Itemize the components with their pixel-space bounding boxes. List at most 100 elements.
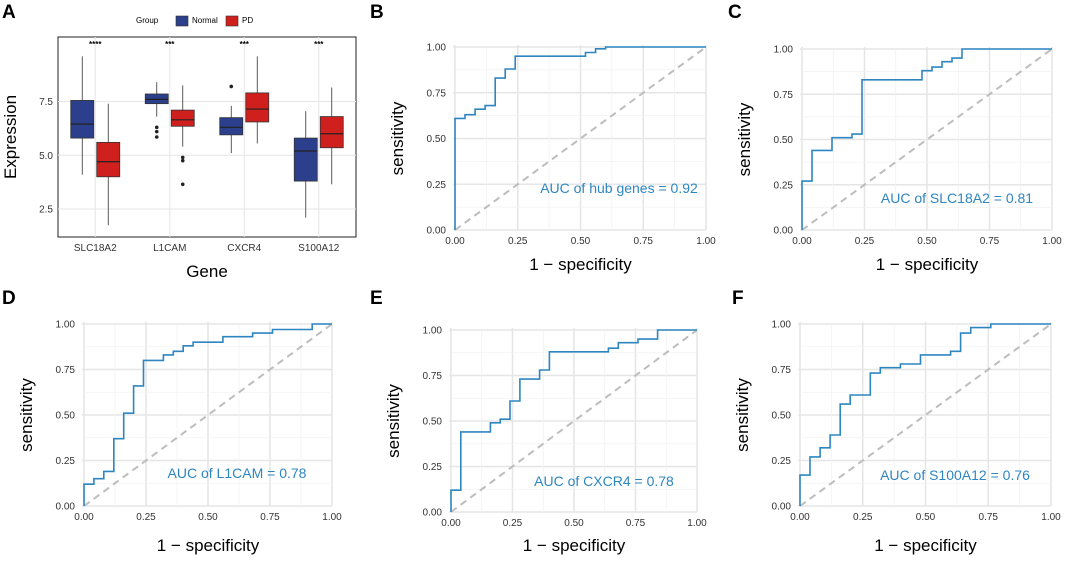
x-tick-label: 0.75 (260, 512, 280, 523)
outlier-point (180, 155, 185, 160)
y-tick-label-a: 7.5 (39, 97, 53, 108)
y-tick-label-a: 5.0 (39, 151, 53, 162)
y-tick-label: 0.75 (774, 90, 794, 101)
x-tick-label: 0.50 (564, 518, 584, 529)
box-pd (319, 116, 344, 149)
y-tick-label: 1.00 (56, 320, 76, 331)
box-normal (219, 117, 244, 136)
diagonal-reference-line (799, 323, 1052, 507)
panel-e-roc: E 0.000.00 0.25 0.25 0.50 0.50 0.75 0.75 1.00 1.0… (370, 288, 707, 555)
y-axis-title: sensitivity (388, 101, 407, 175)
roc-curve (83, 323, 332, 506)
y-tick-label: 0.75 (772, 365, 792, 376)
x-tick-label-a: L1CAM (153, 243, 186, 254)
panel-letter-c: C (728, 2, 742, 23)
x-tick-label-a: SLC18A2 (74, 243, 117, 254)
auc-label: AUC of SLC18A2 = 0.81 (881, 190, 1033, 206)
x-tick-label: 1.00 (322, 512, 342, 523)
y-tick-label: 0.25 (423, 462, 443, 473)
y-tick-label: 0.00 (427, 226, 447, 237)
box-pd (245, 92, 270, 123)
panel-a-boxplot: A Group Normal PD **** *** *** *** 2.55.07.… (1, 2, 357, 281)
x-tick-label: 0.25 (855, 236, 875, 247)
x-tick-label: 0.00 (445, 236, 465, 247)
auc-label: AUC of L1CAM = 0.78 (168, 465, 307, 481)
y-tick-label: 0.25 (772, 456, 792, 467)
x-tick-label: 0.50 (916, 512, 936, 523)
diagonal-reference-line (801, 48, 1053, 231)
y-axis-title: sensitivity (384, 384, 403, 458)
panel-d-roc: D 0.000.00 0.25 0.25 0.50 0.50 0.75 0.75 1.00 1.0… (2, 288, 342, 555)
y-tick-label: 0.50 (427, 134, 447, 145)
roc-curve (799, 323, 1051, 506)
x-tick-label: 0.00 (792, 236, 812, 247)
outlier-point (180, 182, 185, 187)
x-tick-label: 0.00 (790, 512, 810, 523)
x-tick-label: 0.25 (136, 512, 156, 523)
x-tick-label: 0.50 (917, 236, 937, 247)
legend-title: Group (136, 16, 159, 25)
legend-label-normal: Normal (192, 16, 218, 25)
significance-label: *** (165, 40, 175, 49)
panel-b-roc: B 0.000.00 0.25 0.25 0.50 0.50 0.75 0.75 1.00 1.0… (370, 2, 716, 274)
significance-label: **** (89, 40, 102, 49)
auc-label: AUC of hub genes = 0.92 (540, 180, 698, 196)
x-tick-label-a: CXCR4 (227, 243, 261, 254)
x-axis-title-a: Gene (186, 262, 228, 281)
y-tick-label: 1.00 (772, 320, 792, 331)
outlier-point (154, 125, 159, 130)
diagonal-reference-line (450, 329, 698, 513)
y-tick-label: 1.00 (427, 43, 447, 54)
diagonal-reference-line (83, 323, 333, 507)
legend-swatch-normal (175, 15, 189, 27)
x-ticks-a: SLC18A2 L1CAM CXCR4 S100A12 (74, 243, 340, 254)
x-tick-label: 0.25 (503, 518, 523, 529)
x-tick-label: 1.00 (1041, 512, 1061, 523)
box-pd (96, 141, 121, 178)
panel-letter-f: F (732, 288, 744, 309)
y-ticks-a: 2.5 5.0 7.5 (39, 97, 53, 216)
auc-label: AUC of CXCR4 = 0.78 (534, 473, 674, 489)
x-axis-title: 1 − specificity (157, 536, 260, 555)
y-tick-label: 0.75 (427, 88, 447, 99)
y-tick-label: 0.25 (427, 180, 447, 191)
x-tick-label: 0.75 (979, 512, 999, 523)
y-tick-label: 0.50 (772, 411, 792, 422)
x-tick-label: 1.00 (696, 236, 716, 247)
y-tick-label: 0.00 (774, 226, 794, 237)
y-tick-label: 1.00 (423, 326, 443, 337)
outlier-point (229, 84, 234, 89)
x-tick-label: 1.00 (687, 518, 707, 529)
y-tick-label: 0.50 (423, 417, 443, 428)
diagonal-reference-line (454, 46, 707, 231)
outlier-point (180, 158, 185, 163)
roc-curve (801, 48, 1052, 230)
y-tick-label: 0.75 (56, 365, 76, 376)
plot-area-a (57, 36, 357, 238)
x-tick-label: 0.50 (571, 236, 591, 247)
legend: Group Normal PD (136, 15, 253, 27)
box-normal (293, 137, 318, 182)
x-tick-label: 1.00 (1042, 236, 1062, 247)
significance-marks: **** *** *** *** (89, 40, 324, 49)
y-axis-title: sensitivity (735, 102, 754, 176)
roc-curve (454, 46, 706, 230)
x-tick-label: 0.75 (980, 236, 1000, 247)
y-tick-label: 1.00 (774, 45, 794, 56)
legend-swatch-pd (225, 15, 239, 27)
legend-label-pd: PD (242, 16, 253, 25)
x-axis-title: 1 − specificity (529, 255, 632, 274)
x-axis-title: 1 − specificity (876, 255, 979, 274)
x-tick-label: 0.75 (634, 236, 654, 247)
y-tick-label: 0.00 (423, 508, 443, 519)
auc-label: AUC of S100A12 = 0.76 (880, 467, 1030, 483)
x-tick-label: 0.25 (853, 512, 873, 523)
y-tick-label: 0.75 (423, 371, 443, 382)
box-pd (170, 109, 195, 127)
x-tick-label: 0.75 (626, 518, 646, 529)
y-tick-label-a: 2.5 (39, 205, 53, 216)
panel-letter-d: D (2, 288, 16, 309)
significance-label: *** (240, 40, 250, 49)
